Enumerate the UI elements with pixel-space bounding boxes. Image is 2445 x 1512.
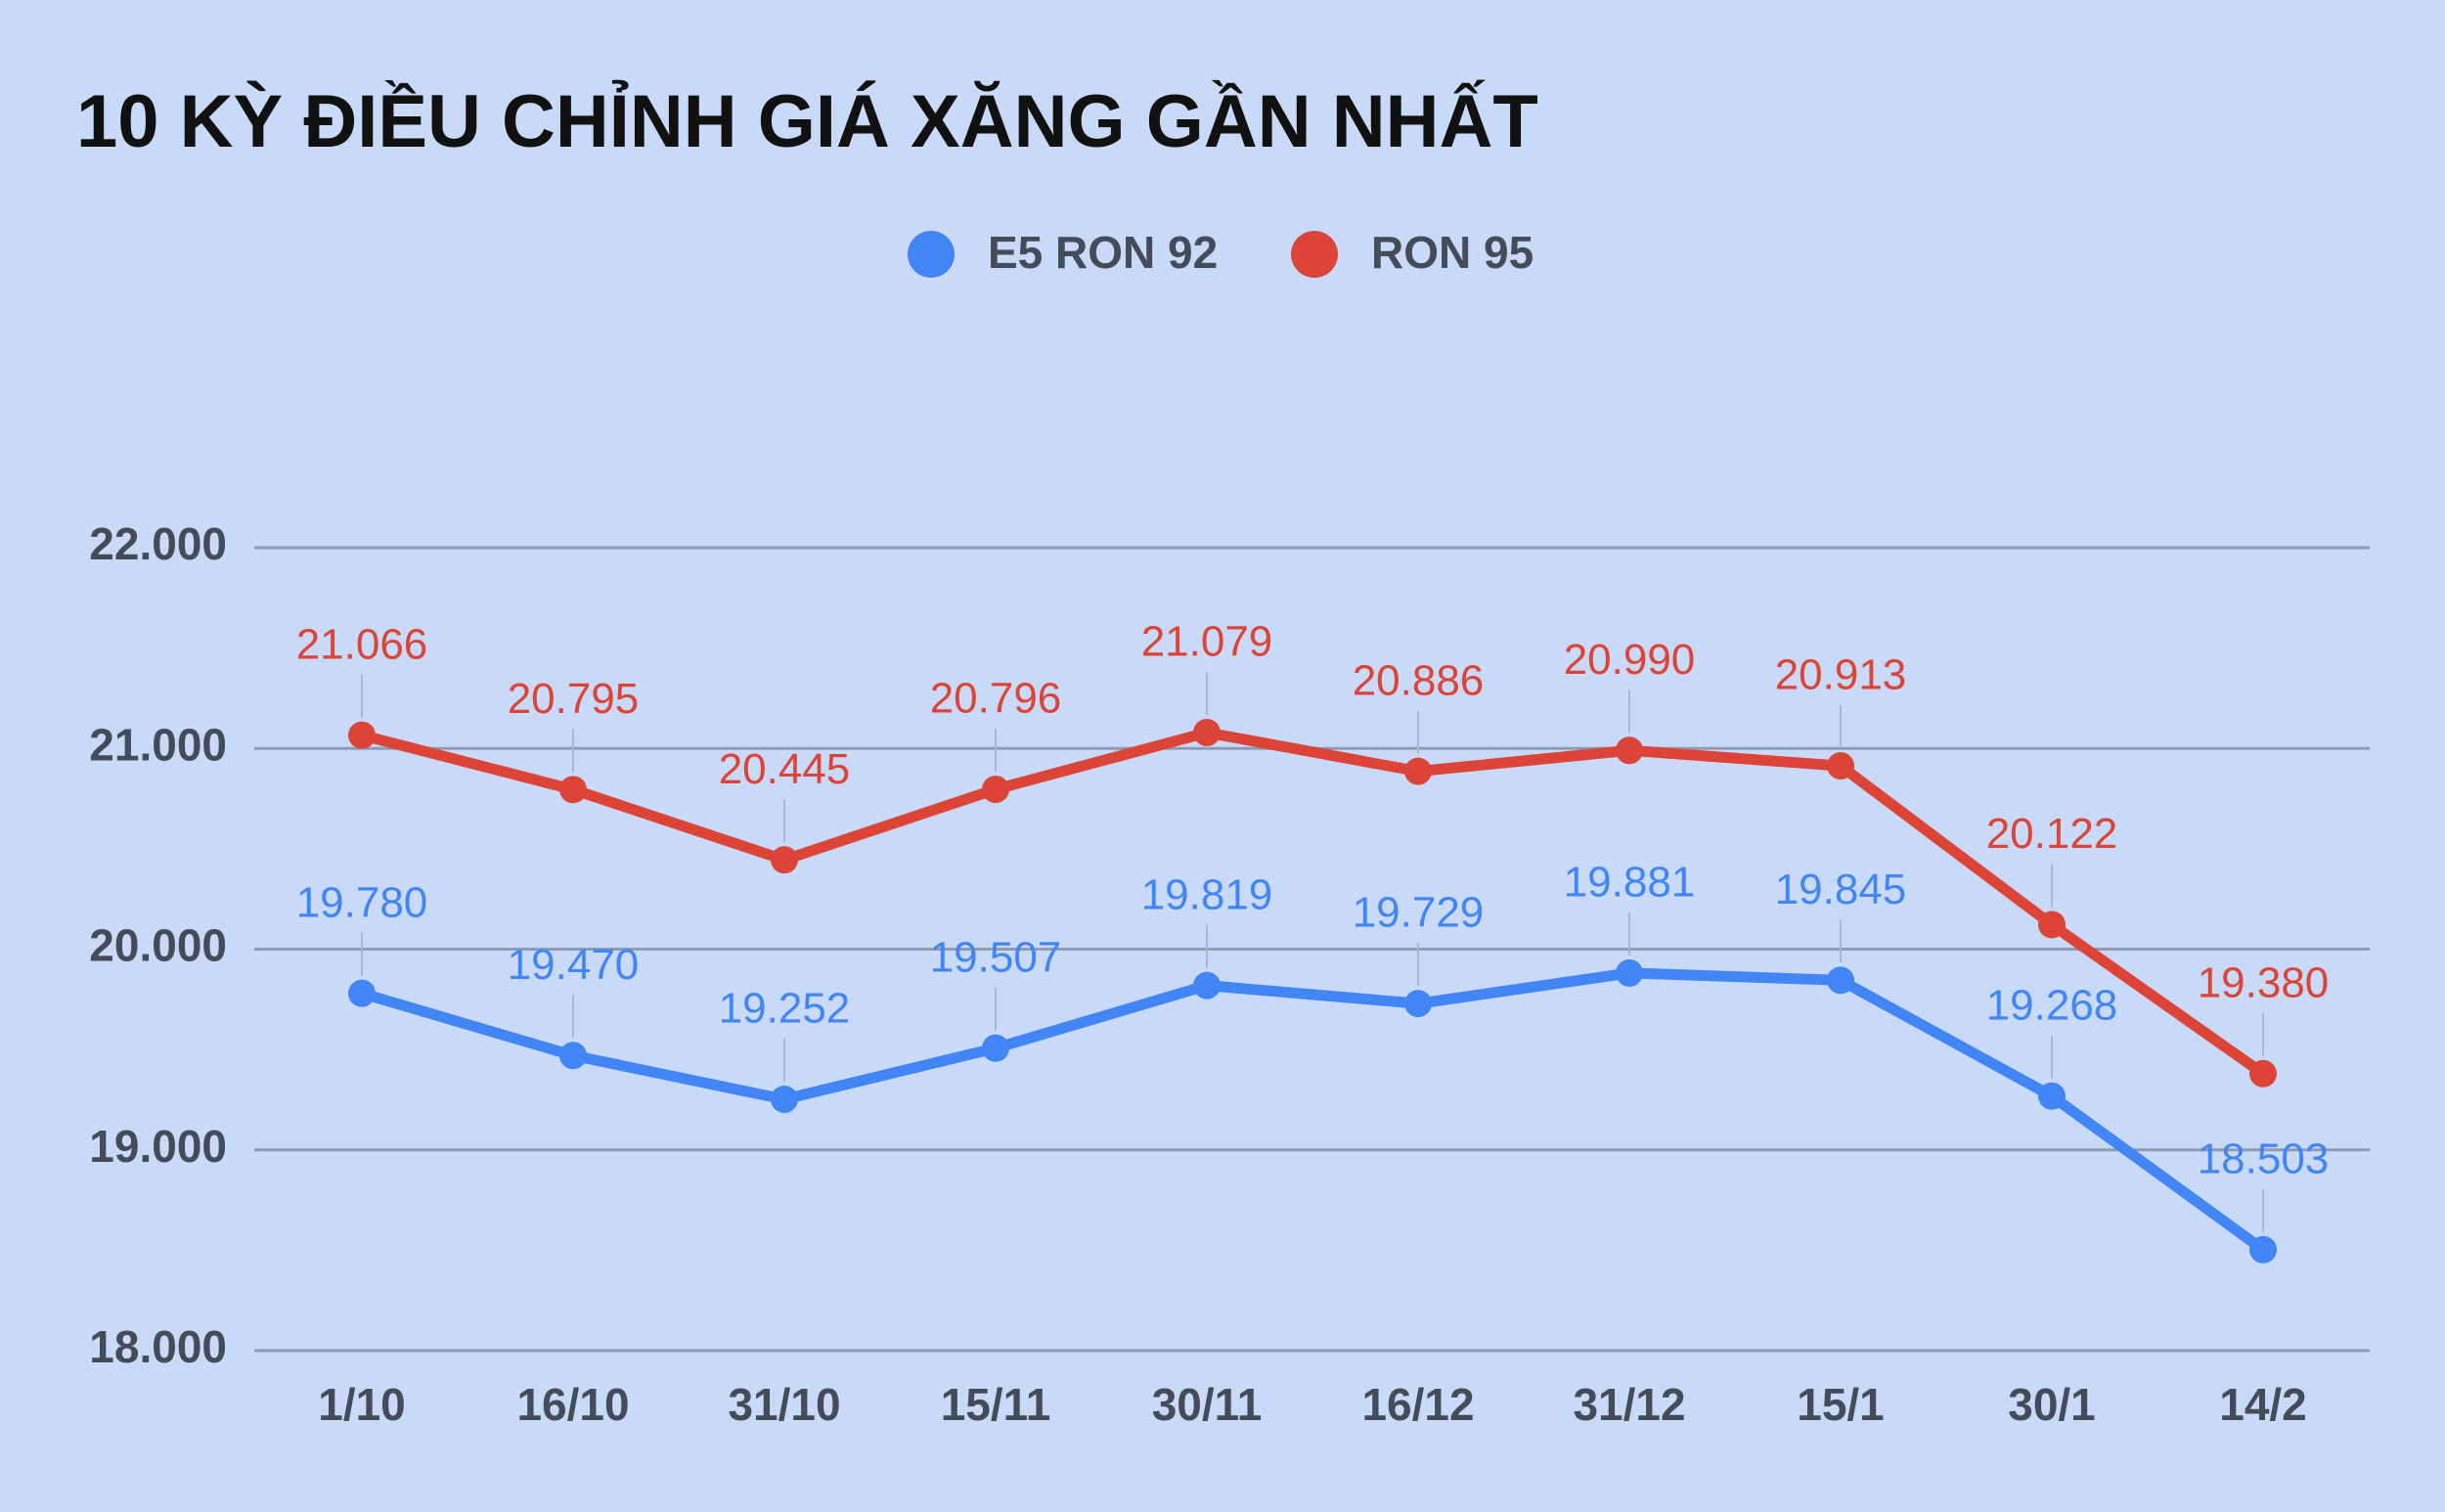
x-tick-label: 31/12	[1573, 1379, 1685, 1430]
point	[2038, 911, 2066, 939]
point	[771, 846, 798, 874]
data-label: 20.122	[1986, 810, 2118, 858]
point	[1616, 736, 1643, 765]
x-tick-label: 31/10	[728, 1379, 840, 1430]
data-label: 20.795	[508, 675, 640, 723]
x-tick-label: 16/12	[1361, 1379, 1474, 1430]
point	[1404, 990, 1432, 1018]
legend-label: RON 95	[1371, 227, 1534, 278]
x-tick-label: 1/10	[318, 1379, 406, 1430]
x-tick-label: 30/1	[2008, 1379, 2096, 1430]
point	[2249, 1235, 2277, 1264]
series-line	[360, 967, 2267, 1255]
point	[982, 776, 1009, 804]
legend-label: E5 RON 92	[988, 227, 1218, 278]
y-tick-label: 18.000	[89, 1321, 227, 1372]
point	[1827, 966, 1854, 995]
point	[1193, 971, 1221, 1000]
data-label: 19.380	[2198, 958, 2330, 1006]
data-label: 20.990	[1564, 636, 1696, 684]
point	[982, 1034, 1009, 1062]
data-label: 21.066	[296, 620, 428, 668]
point	[559, 776, 587, 804]
legend-marker	[908, 231, 955, 278]
x-tick-label: 14/2	[2219, 1379, 2307, 1430]
data-label: 19.881	[1564, 859, 1696, 907]
data-label: 20.796	[930, 675, 1062, 723]
data-label: 19.268	[1986, 981, 2118, 1029]
y-tick-label: 21.000	[89, 719, 227, 770]
point	[2249, 1059, 2277, 1088]
legend-marker	[1291, 231, 1338, 278]
point	[348, 721, 376, 749]
data-label: 19.252	[719, 985, 851, 1033]
point	[2038, 1082, 2066, 1110]
x-tick-label: 15/1	[1797, 1379, 1885, 1430]
y-tick-label: 19.000	[89, 1121, 227, 1172]
x-tick-label: 30/11	[1152, 1379, 1263, 1430]
chart-title: 10 KỲ ĐIỀU CHỈNH GIÁ XĂNG GẦN NHẤT	[76, 80, 1538, 163]
data-label: 19.819	[1141, 870, 1273, 918]
point	[1827, 752, 1854, 780]
point	[1193, 719, 1221, 747]
data-label: 20.445	[719, 745, 851, 793]
data-label: 19.470	[508, 941, 640, 989]
data-label: 19.507	[930, 933, 1062, 981]
data-label: 19.845	[1775, 866, 1907, 913]
data-label: 20.886	[1353, 656, 1485, 704]
data-label: 18.503	[2198, 1134, 2330, 1182]
point	[348, 979, 376, 1007]
point	[559, 1042, 587, 1070]
y-tick-label: 20.000	[89, 920, 227, 971]
x-tick-label: 16/10	[516, 1379, 629, 1430]
point	[1404, 757, 1432, 785]
data-label: 19.780	[296, 878, 428, 926]
point	[771, 1086, 798, 1114]
point	[1616, 958, 1643, 987]
data-label: 21.079	[1141, 618, 1273, 666]
series-line	[360, 727, 2267, 1079]
data-label: 19.729	[1353, 889, 1485, 937]
data-label: 20.913	[1775, 651, 1907, 699]
x-tick-label: 15/11	[941, 1379, 1051, 1430]
y-tick-label: 22.000	[89, 518, 227, 569]
